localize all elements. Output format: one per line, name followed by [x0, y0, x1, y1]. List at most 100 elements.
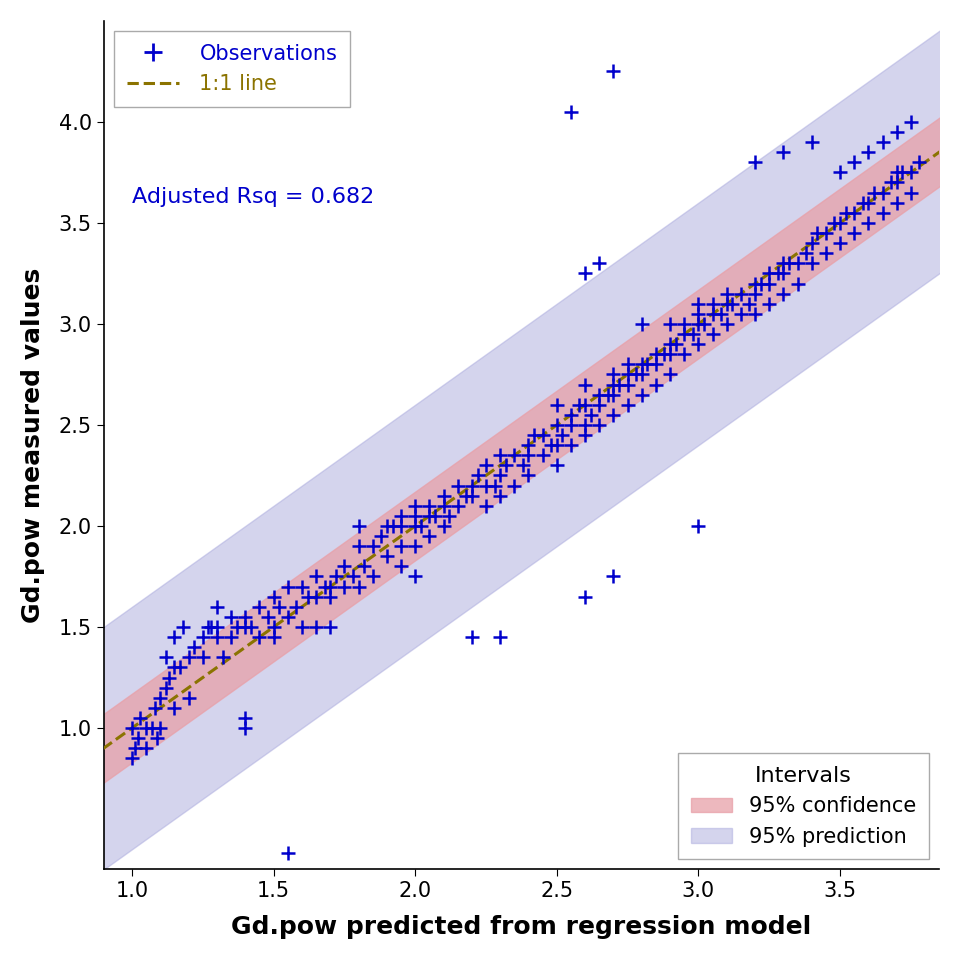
Point	[620, 377, 636, 393]
Point	[521, 447, 537, 463]
Point	[243, 619, 258, 635]
Point	[606, 377, 621, 393]
Point	[173, 660, 188, 675]
Point	[635, 367, 650, 382]
Point	[606, 367, 621, 382]
Point	[705, 296, 720, 311]
Point	[224, 610, 239, 625]
Point	[507, 447, 522, 463]
Point	[648, 347, 663, 362]
Point	[620, 367, 636, 382]
Point	[350, 579, 366, 594]
Point	[260, 610, 276, 625]
Point	[180, 690, 196, 706]
Point	[459, 488, 474, 503]
Point	[498, 458, 514, 473]
Point	[549, 397, 564, 413]
Point	[394, 559, 409, 574]
Point	[294, 579, 309, 594]
Point	[662, 336, 678, 351]
Point	[215, 650, 230, 665]
Point	[668, 336, 684, 351]
Point	[578, 397, 593, 413]
Point	[889, 124, 904, 139]
Point	[308, 619, 324, 635]
Point	[543, 438, 559, 453]
Point	[337, 559, 352, 574]
Point	[809, 226, 825, 241]
Point	[578, 377, 593, 393]
Point	[167, 660, 182, 675]
Point	[847, 205, 862, 221]
Point	[478, 458, 493, 473]
Point	[691, 518, 707, 534]
Point	[252, 599, 267, 614]
Point	[776, 266, 791, 281]
Point	[413, 518, 428, 534]
Point	[572, 397, 588, 413]
Point	[147, 700, 162, 715]
Point	[776, 145, 791, 160]
Point	[677, 326, 692, 342]
Point	[847, 226, 862, 241]
Point	[229, 619, 245, 635]
Point	[564, 438, 579, 453]
Point	[492, 468, 508, 483]
Point	[578, 418, 593, 433]
Point	[323, 589, 338, 605]
Point	[138, 720, 154, 735]
Point	[748, 306, 763, 322]
Point	[465, 630, 480, 645]
Point	[639, 357, 655, 372]
Point	[578, 589, 593, 605]
Point	[408, 508, 423, 523]
Point	[394, 539, 409, 554]
Point	[861, 195, 876, 210]
Point	[356, 559, 372, 574]
Point	[677, 347, 692, 362]
Point	[895, 165, 910, 180]
Point	[606, 387, 621, 402]
Point	[408, 518, 423, 534]
Point	[733, 306, 749, 322]
Point	[549, 458, 564, 473]
Point	[635, 387, 650, 402]
Point	[606, 569, 621, 585]
Point	[158, 680, 174, 695]
Point	[770, 266, 785, 281]
Point	[799, 246, 814, 261]
Point	[804, 134, 820, 150]
Point	[158, 650, 174, 665]
Point	[591, 387, 607, 402]
Point	[753, 276, 768, 291]
Point	[408, 569, 423, 585]
Point	[606, 63, 621, 79]
Point	[903, 114, 919, 130]
Point	[912, 155, 927, 170]
Point	[124, 751, 139, 766]
Point	[635, 316, 650, 331]
Point	[578, 266, 593, 281]
Point	[591, 397, 607, 413]
Point	[776, 286, 791, 301]
Point	[725, 296, 740, 311]
Point	[583, 407, 598, 422]
Point	[272, 599, 287, 614]
Point	[323, 619, 338, 635]
Point	[492, 488, 508, 503]
Point	[427, 508, 443, 523]
Point	[350, 518, 366, 534]
Point	[832, 165, 848, 180]
Point	[266, 589, 281, 605]
Point	[266, 630, 281, 645]
Point	[564, 407, 579, 422]
Point	[535, 427, 550, 443]
Point	[421, 508, 437, 523]
Point	[612, 377, 627, 393]
Point	[161, 670, 177, 685]
Point	[365, 539, 380, 554]
Point	[521, 468, 537, 483]
Point	[742, 296, 757, 311]
Point	[818, 246, 833, 261]
Point	[469, 468, 485, 483]
